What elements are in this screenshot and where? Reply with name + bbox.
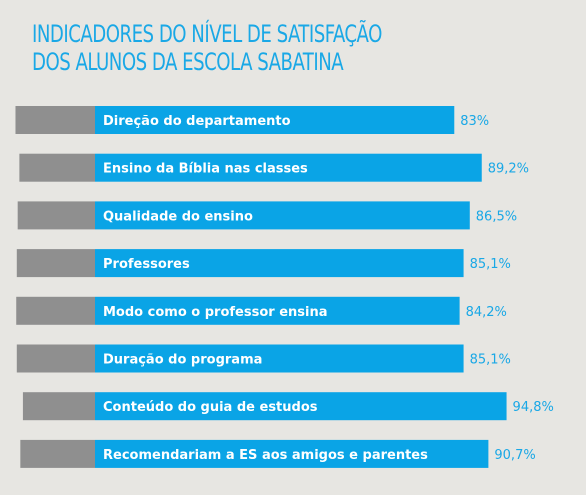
chart-title: INDICADORES DO NÍVEL DE SATISFAÇÃO DOS A… <box>32 20 477 76</box>
bar-grey-segment <box>16 344 95 373</box>
bar-value-label: 89,2% <box>488 162 529 177</box>
bar-value-label: 90,7% <box>494 448 535 463</box>
bar-grey-segment <box>19 153 95 182</box>
bar-value-label: 84,2% <box>466 305 507 320</box>
bar-category-label: Ensino da Bíblia nas classes <box>103 162 308 177</box>
bar-grey-segment <box>20 439 95 468</box>
bar-category-label: Recomendariam a ES aos amigos e parentes <box>103 448 428 463</box>
bar <box>95 106 455 134</box>
bar-value-label: 85,1% <box>470 257 511 272</box>
chart-title-line-2: DOS ALUNOS DA ESCOLA SABATINA <box>32 48 344 76</box>
bar-category-label: Conteúdo do guia de estudos <box>103 400 318 415</box>
bar <box>95 439 489 468</box>
bar-category-label: Direção do departamento <box>103 114 291 129</box>
bar <box>95 392 507 421</box>
bar-category-label: Qualidade do ensino <box>103 209 253 224</box>
bar-grey-segment <box>17 201 96 230</box>
bar <box>95 344 464 373</box>
bar-grey-segment <box>15 106 96 134</box>
chart-title-line-1: INDICADORES DO NÍVEL DE SATISFAÇÃO <box>32 20 382 48</box>
bar-category-label: Duração do programa <box>103 353 262 368</box>
bar-value-label: 86,5% <box>476 209 517 224</box>
bar <box>95 153 482 182</box>
bar-grey-segment <box>22 392 95 421</box>
bar-category-label: Modo como o professor ensina <box>103 305 328 320</box>
bar-category-label: Professores <box>103 257 190 272</box>
bar-value-label: 94,8% <box>513 400 554 415</box>
bar <box>95 249 464 278</box>
bar-grey-segment <box>16 249 95 278</box>
bar-value-label: 83% <box>460 114 489 129</box>
bar <box>95 201 470 230</box>
bar-grey-segment <box>16 296 95 325</box>
bar-value-label: 85,1% <box>470 353 511 368</box>
bar <box>95 296 460 325</box>
